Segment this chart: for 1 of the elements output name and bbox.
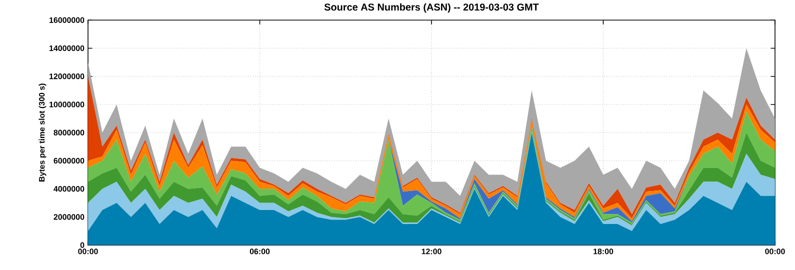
- chart-title: Source AS Numbers (ASN) -- 2019-03-03 GMT: [324, 3, 539, 13]
